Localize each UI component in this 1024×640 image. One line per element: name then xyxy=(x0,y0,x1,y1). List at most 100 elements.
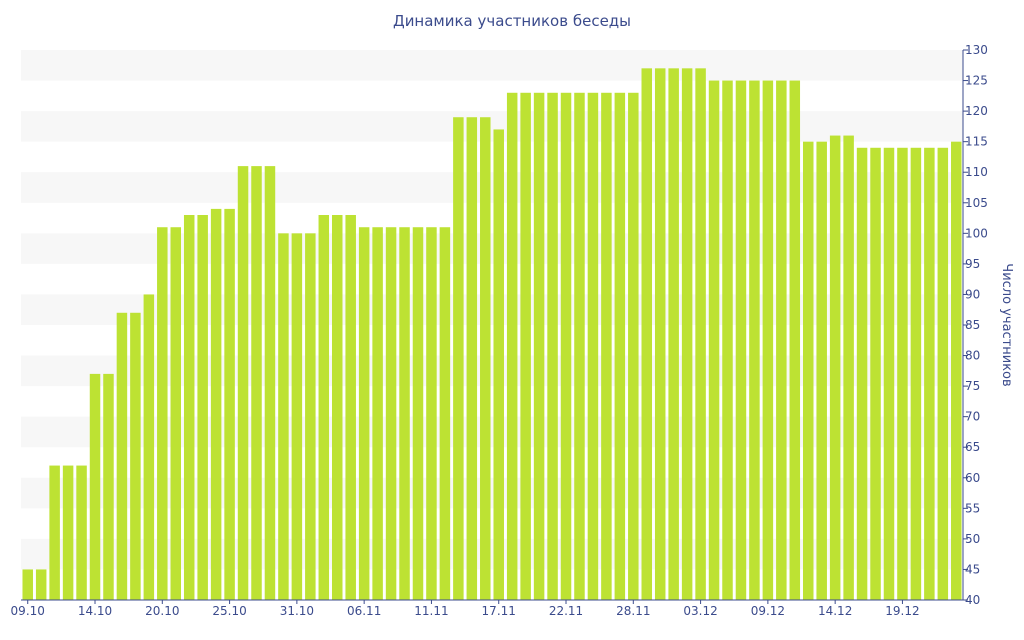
bar[interactable] xyxy=(614,92,626,600)
bar[interactable] xyxy=(560,92,572,600)
y-tick-label: 85 xyxy=(965,318,980,332)
bar[interactable] xyxy=(103,373,114,600)
bar[interactable] xyxy=(897,147,908,600)
bar[interactable] xyxy=(331,215,343,600)
x-tick-label: 06.11 xyxy=(347,604,381,618)
bar[interactable] xyxy=(372,227,383,600)
bar[interactable] xyxy=(587,92,599,600)
bar[interactable] xyxy=(143,294,155,600)
y-tick-label: 75 xyxy=(965,379,980,393)
x-tick-label: 25.10 xyxy=(212,604,246,618)
bar[interactable] xyxy=(183,215,195,600)
y-tick-label: 45 xyxy=(965,562,980,576)
bar[interactable] xyxy=(291,233,303,600)
y-tick-label: 40 xyxy=(965,593,980,607)
bar[interactable] xyxy=(802,141,814,601)
y-axis-ticks: 40 45 50 55 60 65 70 75 80 85 90 95 100 105 110 115 120 1… xyxy=(963,43,988,607)
x-tick-label: 09.12 xyxy=(751,604,785,618)
bar[interactable] xyxy=(506,92,518,600)
bar[interactable] xyxy=(358,227,370,600)
bar[interactable] xyxy=(89,373,101,600)
y-tick-label: 95 xyxy=(965,257,980,271)
bar[interactable] xyxy=(762,80,774,600)
bar[interactable] xyxy=(829,135,841,600)
bar[interactable] xyxy=(951,141,962,601)
bar[interactable] xyxy=(35,569,47,600)
x-tick-label: 19.12 xyxy=(885,604,919,618)
bar[interactable] xyxy=(453,117,464,600)
bar[interactable] xyxy=(224,208,235,600)
y-axis-label: Число участников xyxy=(999,263,1014,386)
x-tick-label: 31.10 xyxy=(280,604,314,618)
bar[interactable] xyxy=(412,227,424,600)
bar[interactable] xyxy=(197,215,208,600)
bar[interactable] xyxy=(520,92,531,600)
bar[interactable] xyxy=(924,147,935,600)
bar[interactable] xyxy=(856,147,868,600)
bar[interactable] xyxy=(641,68,653,600)
grid-band xyxy=(21,50,963,81)
chart-title: Динамика участников беседы xyxy=(392,12,632,30)
bar[interactable] xyxy=(574,92,585,600)
bar[interactable] xyxy=(385,227,397,600)
bar[interactable] xyxy=(278,233,289,600)
bar[interactable] xyxy=(843,135,854,600)
bar[interactable] xyxy=(722,80,733,600)
bar[interactable] xyxy=(668,68,679,600)
x-tick-label: 22.11 xyxy=(549,604,583,618)
y-tick-label: 70 xyxy=(965,410,980,424)
bar[interactable] xyxy=(681,68,693,600)
bar[interactable] xyxy=(480,117,491,600)
bar[interactable] xyxy=(116,312,128,600)
bar[interactable] xyxy=(210,208,222,600)
y-tick-label: 100 xyxy=(965,226,988,240)
bar[interactable] xyxy=(170,227,182,600)
x-tick-label: 28.11 xyxy=(616,604,650,618)
bar[interactable] xyxy=(22,569,33,600)
bar[interactable] xyxy=(439,227,451,600)
bar[interactable] xyxy=(62,465,74,600)
bar[interactable] xyxy=(870,147,881,600)
bar[interactable] xyxy=(318,215,330,600)
y-tick-label: 90 xyxy=(965,287,980,301)
bar[interactable] xyxy=(251,166,262,601)
bar[interactable] xyxy=(601,92,612,600)
bar[interactable] xyxy=(49,465,60,600)
bar[interactable] xyxy=(237,166,249,601)
y-tick-label: 115 xyxy=(965,135,988,149)
y-tick-label: 105 xyxy=(965,196,988,210)
bar[interactable] xyxy=(937,147,949,600)
bars xyxy=(22,68,962,601)
bar[interactable] xyxy=(493,129,504,600)
bar[interactable] xyxy=(264,166,276,601)
x-tick-label: 20.10 xyxy=(145,604,179,618)
bar[interactable] xyxy=(426,227,437,600)
bar[interactable] xyxy=(345,215,356,600)
x-tick-label: 09.10 xyxy=(11,604,45,618)
bar[interactable] xyxy=(695,68,706,600)
bar[interactable] xyxy=(466,117,478,600)
bar[interactable] xyxy=(776,80,787,600)
bar[interactable] xyxy=(883,147,895,600)
bar[interactable] xyxy=(910,147,922,600)
bar[interactable] xyxy=(789,80,801,600)
grid-band xyxy=(21,111,963,142)
bar[interactable] xyxy=(130,312,141,600)
bar[interactable] xyxy=(399,227,410,600)
y-tick-label: 60 xyxy=(965,471,980,485)
bar[interactable] xyxy=(547,92,558,600)
bar[interactable] xyxy=(708,80,720,600)
bar[interactable] xyxy=(816,141,827,601)
bar[interactable] xyxy=(157,227,168,600)
bar[interactable] xyxy=(749,80,760,600)
bar[interactable] xyxy=(305,233,316,600)
bar[interactable] xyxy=(628,92,639,600)
bar[interactable] xyxy=(735,80,747,600)
y-tick-label: 125 xyxy=(965,74,988,88)
bar[interactable] xyxy=(533,92,545,600)
x-tick-label: 14.10 xyxy=(78,604,112,618)
bar[interactable] xyxy=(76,465,87,600)
bar[interactable] xyxy=(654,68,666,600)
